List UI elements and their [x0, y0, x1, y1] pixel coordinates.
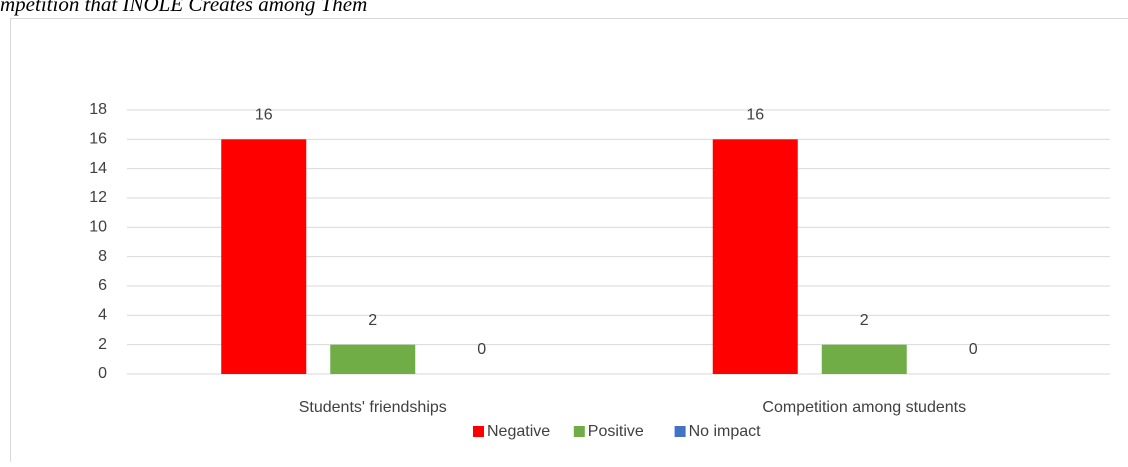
y-tick-label: 10: [89, 219, 107, 236]
y-tick-label: 4: [98, 307, 107, 324]
caption: mpetition that INOLE Creates among Them: [0, 0, 367, 16]
legend-label: Positive: [588, 423, 644, 440]
y-tick-label: 6: [98, 277, 107, 294]
bar: [822, 345, 907, 374]
y-tick-label: 0: [98, 365, 107, 382]
y-tick-label: 12: [89, 189, 107, 206]
data-label: 2: [368, 312, 377, 329]
x-tick-label: Competition among students: [762, 399, 966, 416]
x-tick-label: Students' friendships: [299, 399, 447, 416]
chart-area: [11, 19, 1128, 463]
y-tick-label: 16: [89, 131, 107, 148]
legend-label: Negative: [487, 423, 550, 440]
y-tick-label: 2: [98, 336, 107, 353]
data-label: 16: [255, 107, 273, 124]
legend-swatch: [675, 426, 686, 437]
data-label: 2: [860, 312, 869, 329]
data-label: 0: [969, 341, 978, 358]
legend-label: No impact: [689, 423, 762, 440]
legend-swatch: [574, 426, 585, 437]
y-tick-label: 18: [89, 101, 107, 118]
data-label: 16: [746, 107, 764, 124]
legend-swatch: [473, 426, 484, 437]
data-label: 0: [477, 341, 486, 358]
y-tick-label: 14: [89, 160, 107, 177]
bar: [221, 139, 306, 374]
bar: [330, 345, 415, 374]
y-tick-label: 8: [98, 248, 107, 265]
bar: [713, 139, 798, 374]
